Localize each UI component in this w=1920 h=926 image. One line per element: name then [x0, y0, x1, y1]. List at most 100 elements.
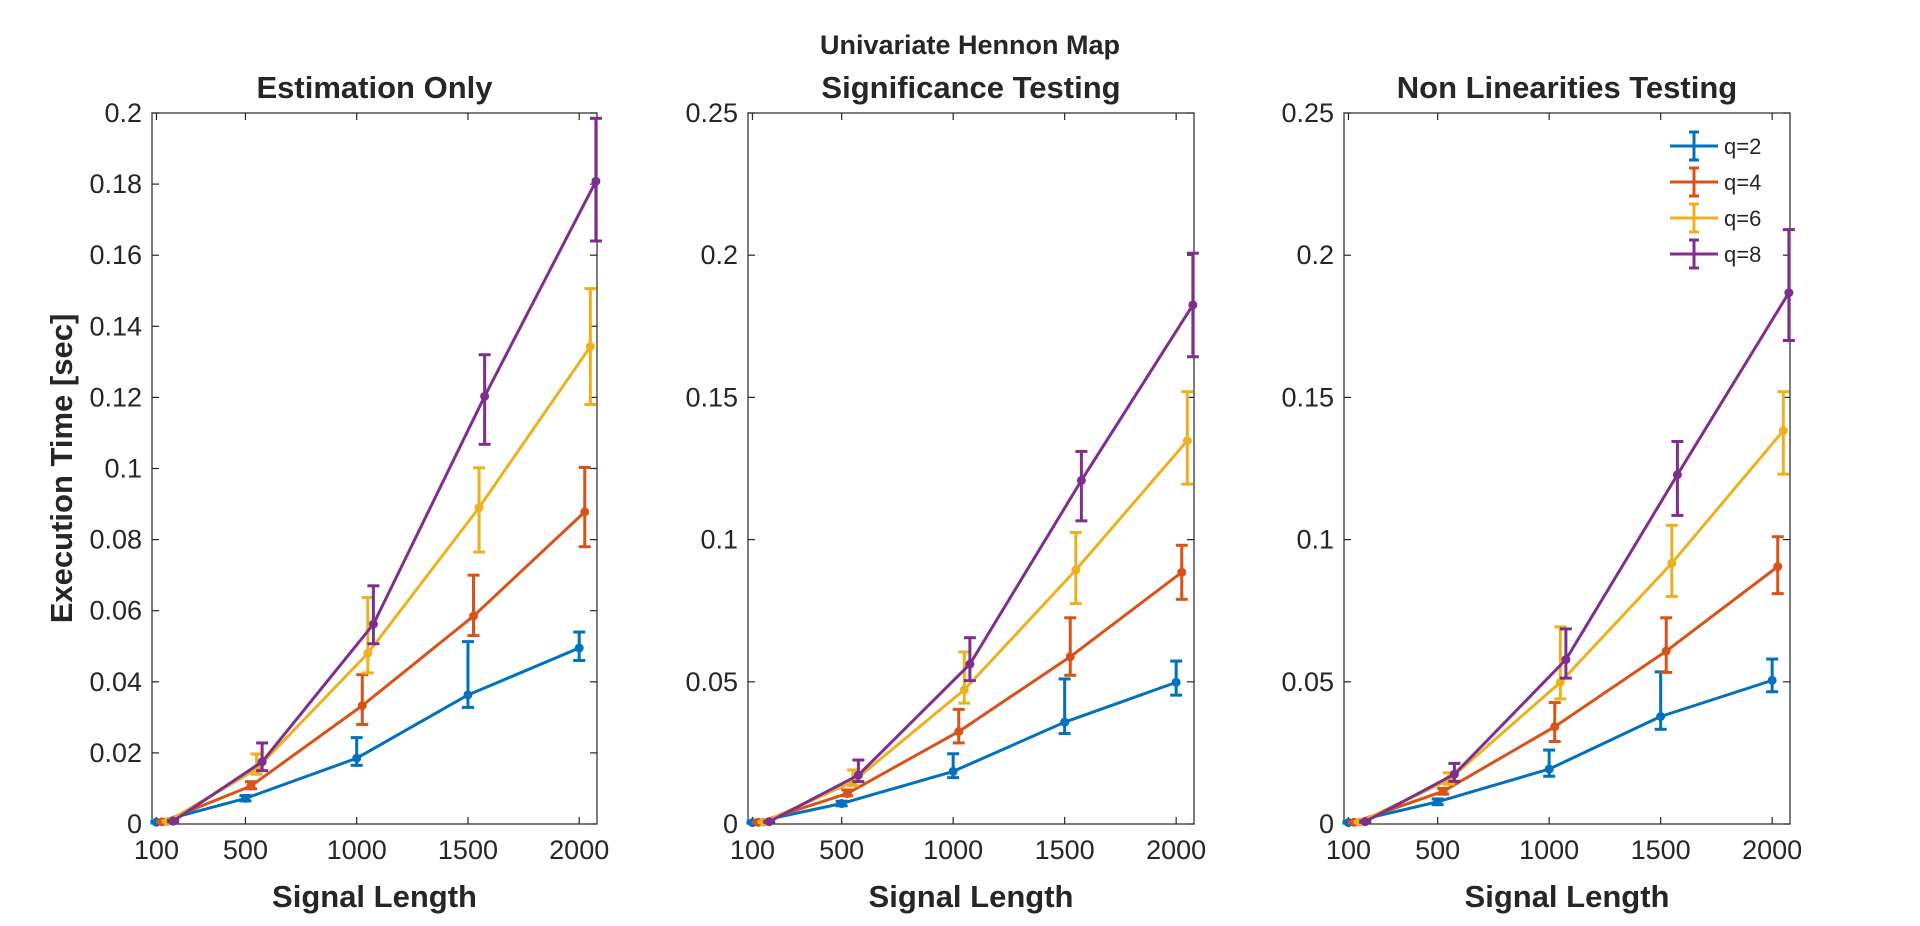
data-point: [480, 391, 490, 401]
data-point: [1672, 470, 1682, 480]
data-point: [1773, 562, 1783, 572]
data-point: [246, 781, 256, 791]
series-q-6: [1353, 390, 1790, 827]
x-tick-label: 1000: [1519, 835, 1579, 865]
y-tick-label: 0.1: [104, 454, 142, 484]
y-tick-label: 0: [723, 809, 738, 839]
x-tick-label: 2000: [1742, 835, 1802, 865]
data-point: [1561, 655, 1571, 665]
y-axis-label: Execution Time [sec]: [44, 314, 79, 624]
series-q-2: [746, 659, 1183, 828]
x-tick-label: 500: [223, 835, 268, 865]
plot-title: Non Linearities Testing: [1397, 70, 1737, 105]
data-point: [1550, 722, 1560, 732]
y-tick-label: 0.2: [1296, 240, 1334, 270]
plot-estimation-only: Estimation Only 100 500 1000 1500 2000 0 0.02 0.…: [44, 70, 609, 914]
x-tick-label: 1500: [438, 835, 498, 865]
data-point: [1449, 769, 1459, 779]
plot-title: Estimation Only: [257, 70, 494, 105]
data-point: [1778, 426, 1788, 436]
data-point: [1065, 652, 1075, 662]
data-point: [1076, 475, 1086, 485]
data-point: [1767, 675, 1777, 685]
x-axis-label: Signal Length: [869, 879, 1074, 914]
series-q-2: [150, 630, 586, 827]
figure-suptitle: Univariate Hennon Map: [820, 30, 1120, 60]
plot-title: Significance Testing: [821, 70, 1120, 105]
y-tick-label: 0.25: [1281, 98, 1334, 128]
x-axis-label: Signal Length: [1465, 879, 1670, 914]
data-point: [463, 690, 473, 700]
x-tick-label: 1500: [1631, 835, 1691, 865]
y-tick-label: 0.18: [89, 169, 142, 199]
y-tick-label: 0.1: [700, 525, 738, 555]
data-point: [1433, 797, 1443, 807]
x-tick-label: 500: [819, 835, 864, 865]
x-tick-label: 100: [730, 835, 775, 865]
y-tick-label: 0: [1319, 809, 1334, 839]
data-point: [764, 817, 774, 827]
legend-entry-q-6: q=6: [1670, 202, 1761, 234]
data-point: [257, 757, 267, 767]
legend-entry-q-4: q=4: [1670, 166, 1761, 198]
legend-label: q=6: [1724, 206, 1761, 231]
data-point: [1667, 558, 1677, 568]
y-tick-label: 0.15: [1281, 382, 1334, 412]
y-tick-label: 0: [127, 809, 142, 839]
x-tick-label: 500: [1415, 835, 1460, 865]
x-axis-label: Signal Length: [272, 879, 477, 914]
x-tick-label: 1000: [327, 835, 387, 865]
data-point: [1171, 677, 1181, 687]
axes-box: [151, 112, 598, 825]
data-point: [352, 753, 362, 763]
data-point: [842, 789, 852, 799]
y-tick-label: 0.14: [89, 311, 142, 341]
y-tick-label: 0.1: [1296, 525, 1334, 555]
data-point: [1360, 817, 1370, 827]
data-point: [1661, 646, 1671, 656]
data-point: [591, 176, 601, 186]
x-tick-label: 100: [134, 835, 179, 865]
data-point: [474, 503, 484, 513]
y-tick-label: 0.05: [1281, 667, 1334, 697]
data-point: [853, 770, 863, 780]
legend-label: q=8: [1724, 242, 1761, 267]
plot-significance-testing: Significance Testing 100 500 1000 1500 2000 0 0…: [685, 70, 1206, 914]
y-tick-label: 0.2: [104, 98, 142, 128]
y-tick-label: 0.06: [89, 596, 142, 626]
data-point: [1071, 565, 1081, 575]
plot-non-linearities-testing: Non Linearities Testing 100 500 1000 1500 200…: [1281, 70, 1802, 914]
y-tick-label: 0.2: [700, 240, 738, 270]
data-point: [168, 816, 178, 826]
data-point: [959, 685, 969, 695]
axes-box: [1343, 112, 1791, 825]
data-point: [1656, 711, 1666, 721]
x-tick-label: 1500: [1035, 835, 1095, 865]
x-tick-label: 2000: [1146, 835, 1206, 865]
data-point: [1182, 436, 1192, 446]
x-tick-label: 1000: [923, 835, 983, 865]
legend: q=2 q=4 q=6 q=8: [1670, 130, 1761, 270]
y-tick-label: 0.12: [89, 382, 142, 412]
data-point: [585, 342, 595, 352]
y-tick-label: 0.15: [685, 382, 738, 412]
data-point: [240, 793, 250, 803]
data-point: [1060, 717, 1070, 727]
data-point: [1555, 677, 1565, 687]
series-q-8: [167, 116, 602, 826]
legend-entry-q-2: q=2: [1670, 130, 1761, 162]
y-tick-label: 0.02: [89, 738, 142, 768]
axes-box: [747, 112, 1195, 825]
y-tick-label: 0.05: [685, 667, 738, 697]
series-q-8: [1359, 228, 1795, 827]
data-point: [1438, 786, 1448, 796]
legend-label: q=4: [1724, 170, 1761, 195]
data-point: [363, 648, 373, 658]
y-tick-label: 0.08: [89, 525, 142, 555]
data-point: [1188, 300, 1198, 310]
data-point: [357, 701, 367, 711]
data-point: [469, 611, 479, 621]
data-point: [837, 799, 847, 809]
data-point: [954, 727, 964, 737]
